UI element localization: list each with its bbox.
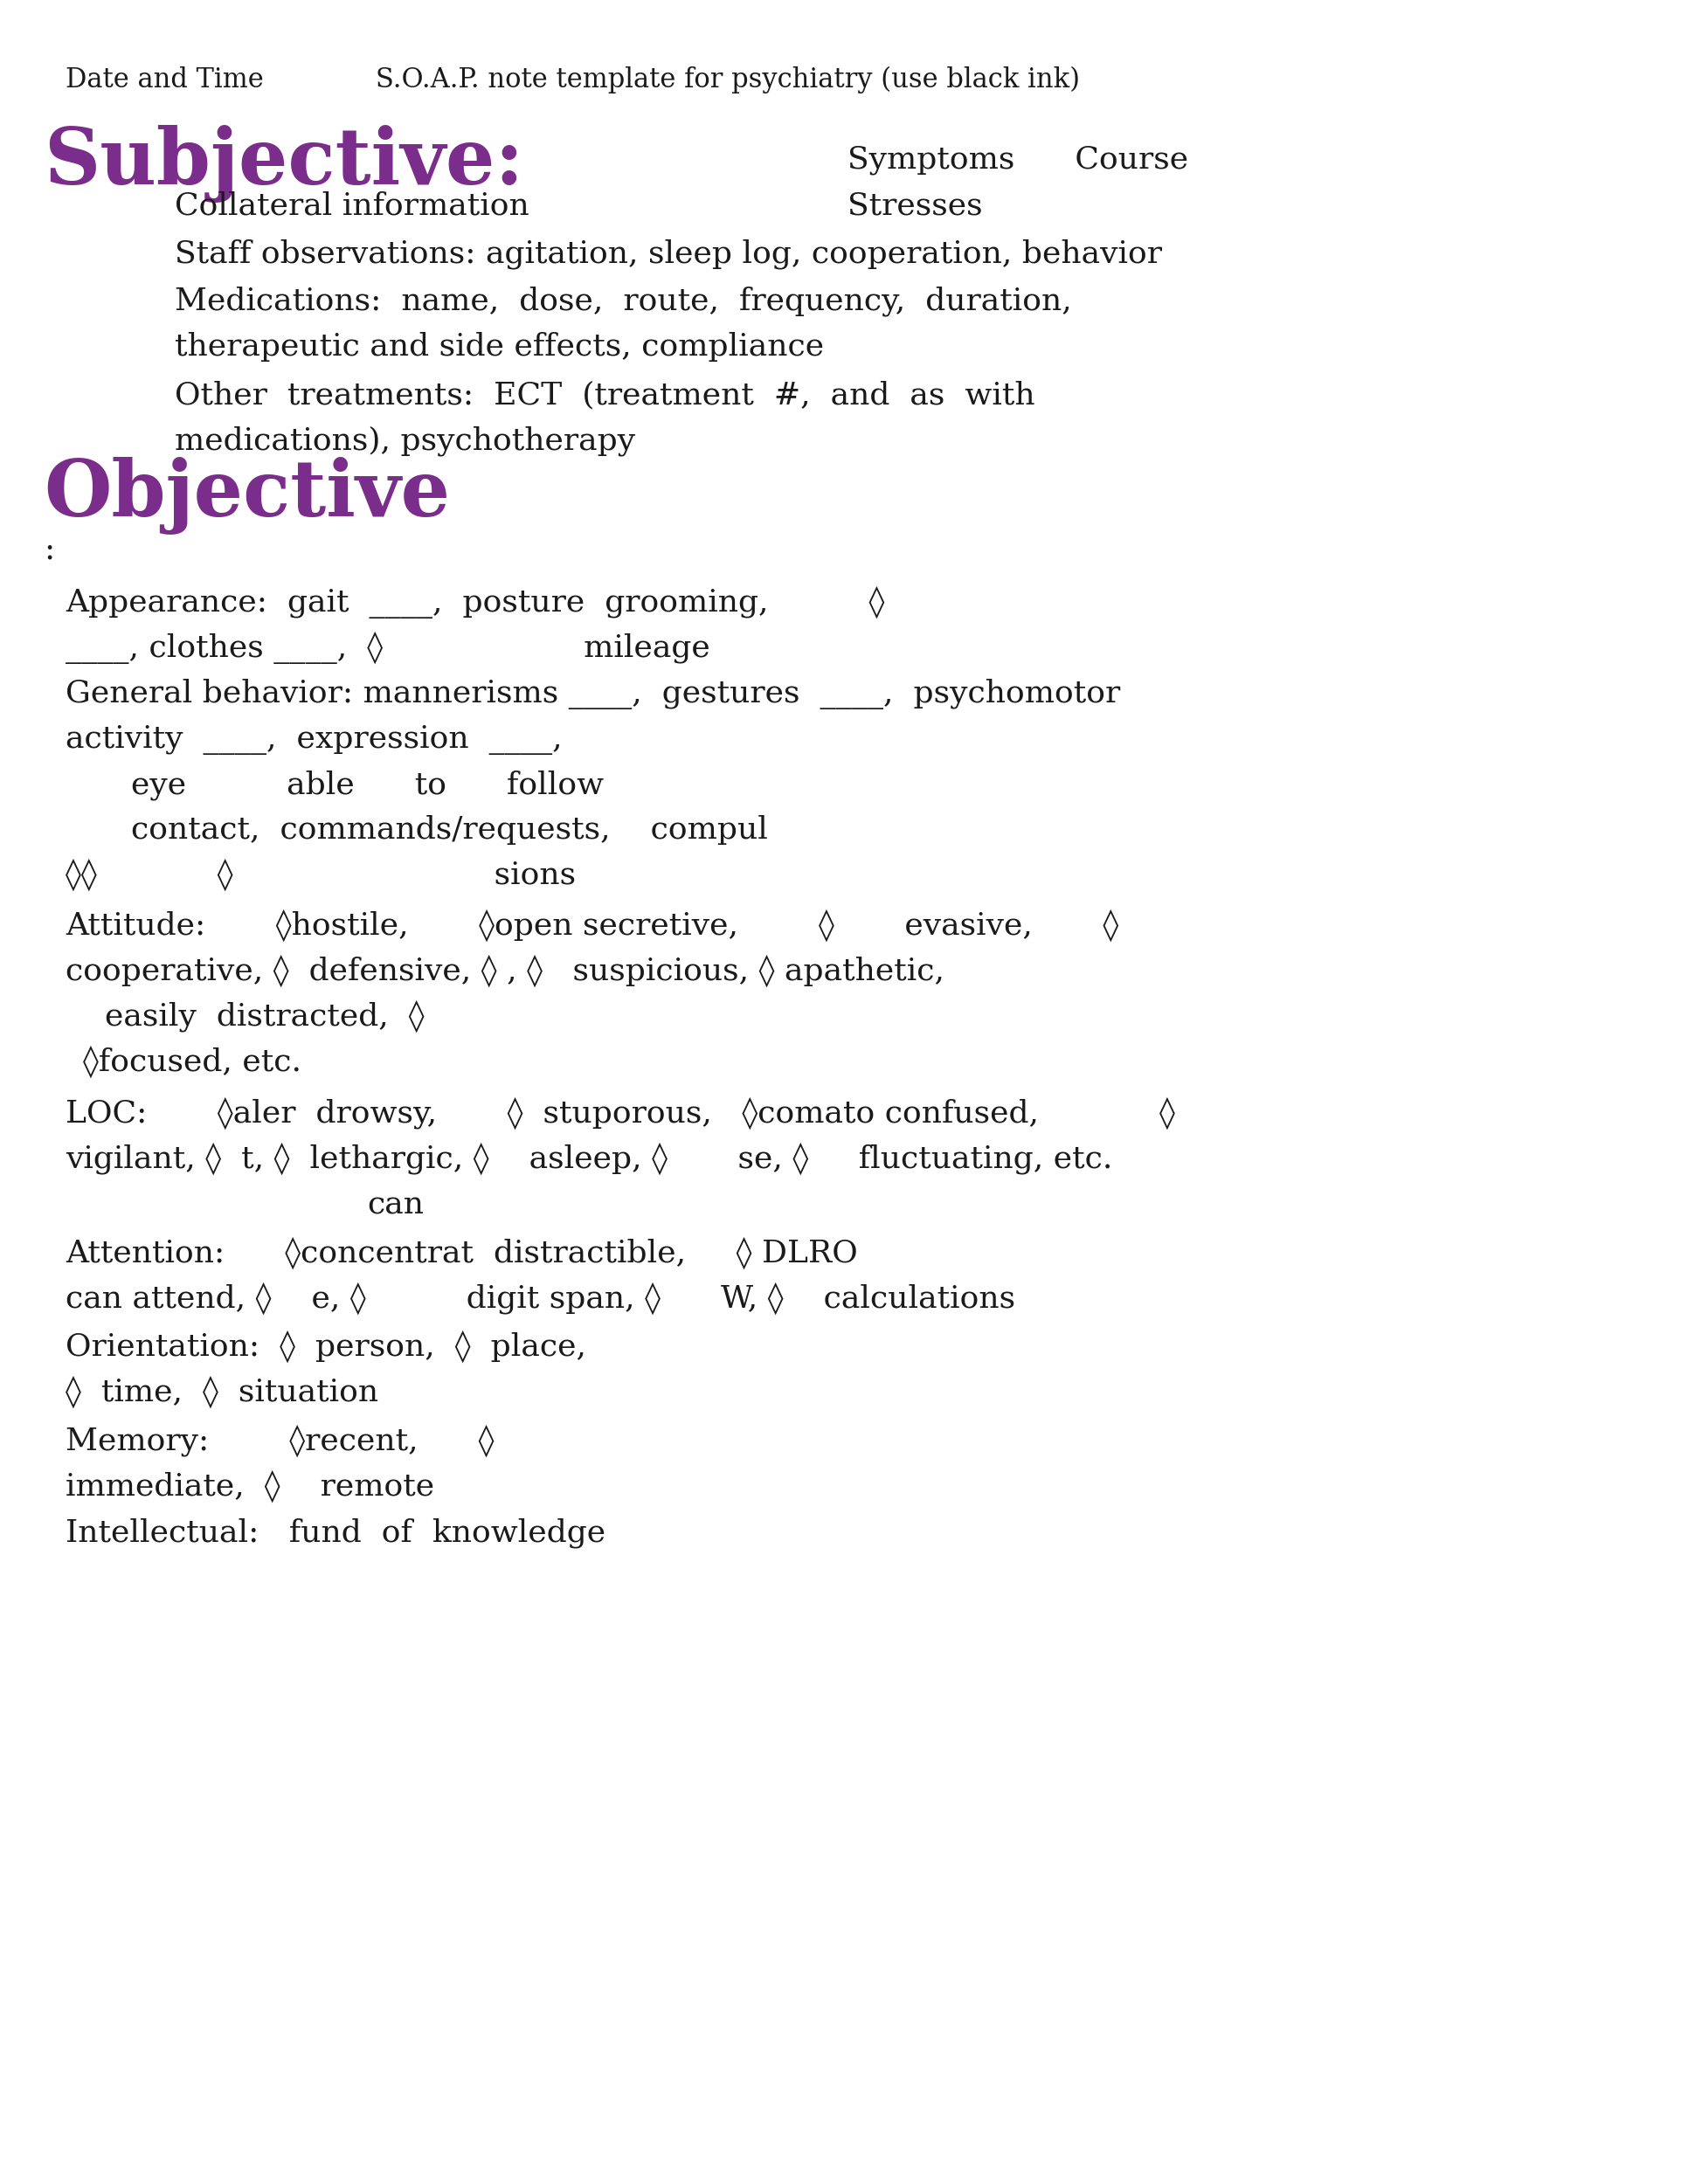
Text: ____, clothes ____,  ◊                    mileage: ____, clothes ____, ◊ mileage [66,631,711,664]
Text: Attitude:       ◊hostile,       ◊open secretive,        ◊       evasive,       ◊: Attitude: ◊hostile, ◊open secretive, ◊ e… [66,909,1119,941]
Text: vigilant, ◊  t, ◊  lethargic, ◊    asleep, ◊       se, ◊     fluctuating, etc.: vigilant, ◊ t, ◊ lethargic, ◊ asleep, ◊ … [66,1142,1112,1175]
Text: Orientation:  ◊  person,  ◊  place,: Orientation: ◊ person, ◊ place, [66,1330,586,1363]
Text: easily  distracted,  ◊: easily distracted, ◊ [105,1000,424,1033]
Text: Appearance:  gait  ____,  posture  grooming,          ◊: Appearance: gait ____, posture grooming,… [66,585,885,618]
Text: Symptoms      Course: Symptoms Course [847,144,1188,175]
Text: can: can [366,1190,424,1219]
Text: ◊◊            ◊                          sions: ◊◊ ◊ sions [66,858,576,891]
Text: eye          able      to      follow: eye able to follow [132,769,604,799]
Text: Attention:      ◊concentrat  distractible,     ◊ DLRO: Attention: ◊concentrat distractible, ◊ D… [66,1236,858,1269]
Text: S.O.A.P. note template for psychiatry (use black ink): S.O.A.P. note template for psychiatry (u… [376,66,1080,94]
Text: Staff observations: agitation, sleep log, cooperation, behavior: Staff observations: agitation, sleep log… [176,238,1161,269]
Text: ◊  time,  ◊  situation: ◊ time, ◊ situation [66,1376,378,1409]
Text: Objective: Objective [44,456,451,533]
Text: :: : [44,535,54,566]
Text: Memory:        ◊recent,      ◊: Memory: ◊recent, ◊ [66,1424,495,1457]
Text: medications), psychotherapy: medications), psychotherapy [176,426,635,456]
Text: Collateral information: Collateral information [176,190,530,221]
Text: can attend, ◊    e, ◊          digit span, ◊      W, ◊    calculations: can attend, ◊ e, ◊ digit span, ◊ W, ◊ ca… [66,1282,1016,1315]
Text: ◊focused, etc.: ◊focused, etc. [83,1046,302,1079]
Text: therapeutic and side effects, compliance: therapeutic and side effects, compliance [176,332,824,363]
Text: Intellectual:   fund  of  knowledge: Intellectual: fund of knowledge [66,1518,606,1548]
Text: activity  ____,  expression  ____,: activity ____, expression ____, [66,725,562,756]
Text: contact,  commands/requests,    compul: contact, commands/requests, compul [132,815,768,845]
Text: Other  treatments:  ECT  (treatment  #,  and  as  with: Other treatments: ECT (treatment #, and … [176,380,1035,411]
Text: Medications:  name,  dose,  route,  frequency,  duration,: Medications: name, dose, route, frequenc… [176,286,1072,317]
Text: LOC:       ◊aler  drowsy,       ◊  stuporous,   ◊comato confused,            ◊: LOC: ◊aler drowsy, ◊ stuporous, ◊comato … [66,1096,1175,1129]
Text: Stresses: Stresses [847,190,982,221]
Text: immediate,  ◊    remote: immediate, ◊ remote [66,1470,434,1503]
Text: Subjective:: Subjective: [44,124,523,201]
Text: General behavior: mannerisms ____,  gestures  ____,  psychomotor: General behavior: mannerisms ____, gestu… [66,679,1121,710]
Text: Date and Time: Date and Time [66,66,263,94]
Text: cooperative, ◊  defensive, ◊ , ◊   suspicious, ◊ apathetic,: cooperative, ◊ defensive, ◊ , ◊ suspicio… [66,954,945,987]
